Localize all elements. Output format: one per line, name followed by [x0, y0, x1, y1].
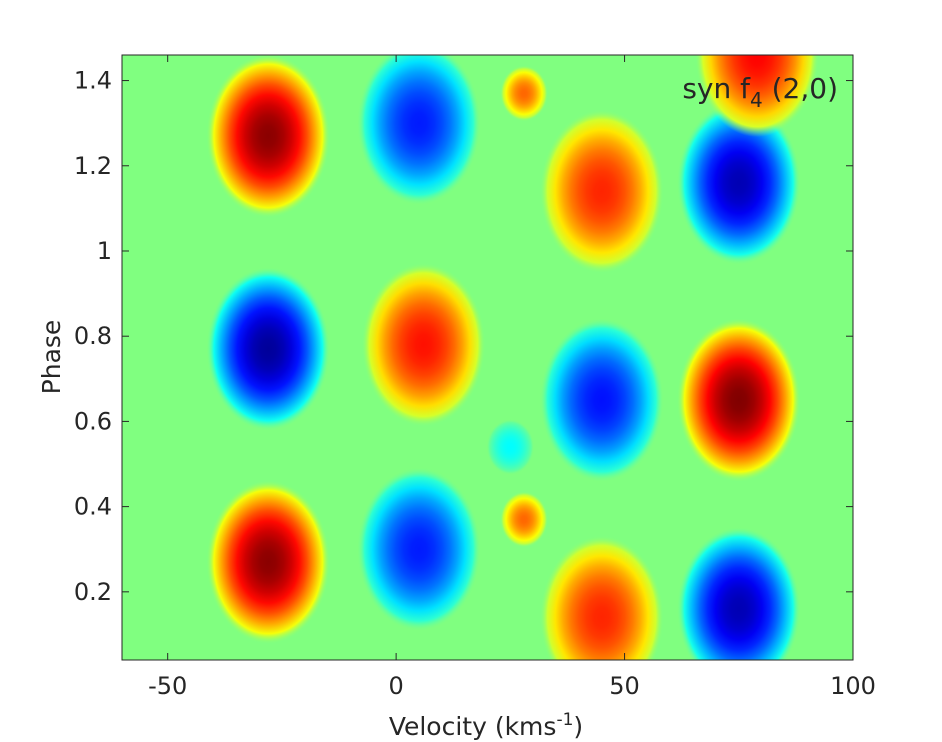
- axis-ticks: -50 0 50 100 0.2 0.4 0.6 0.8 1 1.2 1.4: [74, 55, 876, 700]
- heatmap-feature: [356, 467, 481, 632]
- heatmap-feature: [206, 266, 331, 431]
- heatmap-feature: [500, 65, 549, 122]
- plot-frame: [121, 54, 854, 661]
- y-tick-label: 0.2: [74, 578, 112, 606]
- heatmap-feature: [676, 100, 801, 265]
- y-tick-label: 1.2: [74, 152, 112, 180]
- x-tick-label: -50: [148, 672, 187, 700]
- heatmap-feature: [695, 55, 820, 137]
- y-axis-label: Phase: [37, 320, 66, 395]
- x-tick-label: 100: [830, 672, 876, 700]
- heatmap-feature: [500, 491, 549, 548]
- y-tick-label: 0.6: [74, 407, 112, 435]
- heatmap-feature: [486, 418, 535, 475]
- heatmap-feature: [539, 318, 664, 483]
- y-tick-label: 1.4: [74, 67, 112, 95]
- heatmap-feature: [356, 55, 481, 206]
- y-tick-label: 1: [97, 237, 112, 265]
- heatmap-feature: [206, 55, 331, 218]
- y-tick-label: 0.8: [74, 322, 112, 350]
- x-tick-label: 0: [388, 672, 403, 700]
- x-axis-label: Velocity (kms-1): [389, 710, 583, 741]
- y-tick-label: 0.4: [74, 493, 112, 521]
- heatmap-feature: [539, 109, 664, 274]
- x-tick-label: 50: [609, 672, 640, 700]
- heatmap-feature: [539, 535, 664, 660]
- heatmap-feature: [676, 318, 801, 483]
- heatmap-feature: [206, 480, 331, 645]
- chart-annotation: syn f4 (2,0): [682, 72, 838, 112]
- heatmap-feature: [361, 262, 486, 427]
- plot-area: [121, 54, 854, 661]
- heatmap-feature: [676, 526, 801, 660]
